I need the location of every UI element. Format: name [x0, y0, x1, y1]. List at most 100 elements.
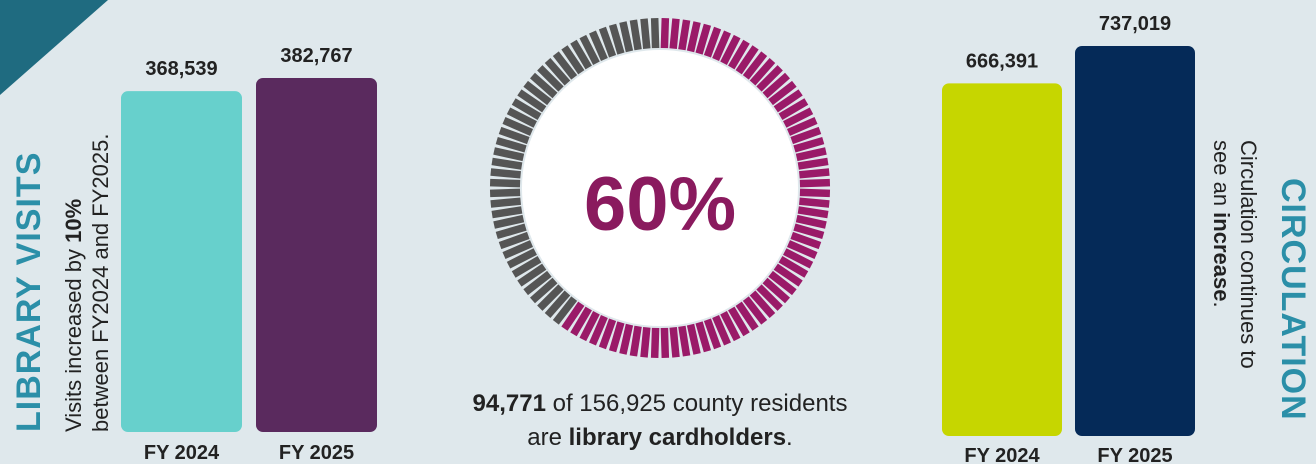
ring-segment-cardholder	[773, 263, 803, 287]
ring-segment-cardholder	[790, 231, 822, 250]
ring-segment-cardholder	[686, 21, 701, 53]
ring-segment-cardholder	[778, 98, 809, 120]
cardholder-caption-line1: 94,771 of 156,925 county residents	[472, 390, 848, 417]
ring-segment-cardholder	[712, 314, 731, 346]
ring-segment-cardholder	[703, 318, 722, 350]
cardholder-caption-line2: are library cardholders.	[527, 424, 793, 451]
circulation-title: CIRCULATION	[1274, 178, 1312, 421]
ring-segment-cardholder	[756, 284, 783, 311]
ring-segment-other	[530, 277, 558, 304]
ring-segment-other	[544, 290, 571, 318]
ring-segment-cardholder	[579, 311, 600, 342]
ring-segment-other	[530, 72, 558, 99]
ring-segment-cardholder	[793, 223, 825, 240]
library-visits-title: LIBRARY VISITS	[10, 151, 48, 432]
ring-segment-cardholder	[686, 323, 701, 355]
ring-segment-cardholder	[561, 301, 585, 331]
ring-segment-cardholder	[786, 117, 818, 136]
ring-segment-cardholder	[589, 314, 608, 346]
ring-segment-other	[506, 248, 537, 269]
circulation-value-label: 666,391	[966, 50, 1038, 72]
ring-segment-other	[489, 188, 521, 198]
visits-value-label: 382,767	[280, 45, 352, 67]
visits-bar-chart: 368,539 FY 2024 382,767 FY 2025	[121, 45, 377, 464]
ring-segment-other	[629, 19, 642, 51]
ring-segment-cardholder	[749, 58, 776, 86]
ring-segment-cardholder	[640, 327, 651, 358]
ring-segment-cardholder	[768, 270, 797, 296]
ring-segment-cardholder	[678, 19, 691, 51]
ring-segment-cardholder	[799, 188, 831, 198]
ring-segment-cardholder	[783, 248, 814, 269]
circulation-bar-fy2025	[1075, 46, 1195, 436]
ring-segment-cardholder	[762, 72, 790, 99]
ring-segment-cardholder	[695, 321, 712, 353]
ring-segment-other	[498, 231, 530, 250]
ring-segment-other	[493, 147, 525, 162]
visits-bar-fy2024	[121, 91, 242, 432]
ring-segment-other	[517, 263, 547, 287]
ring-segment-other	[489, 178, 521, 188]
ring-segment-cardholder	[570, 306, 592, 337]
ring-segment-other	[511, 98, 542, 120]
ring-segment-other	[552, 296, 578, 325]
ring-segment-cardholder	[720, 311, 741, 342]
ring-segment-cardholder	[795, 214, 827, 229]
ring-segment-cardholder	[786, 240, 818, 259]
ring-segment-cardholder	[728, 39, 750, 70]
ring-segment-cardholder	[790, 126, 822, 145]
ring-segment-cardholder	[669, 327, 680, 358]
ring-segment-cardholder	[669, 18, 680, 49]
ring-segment-other	[490, 168, 521, 179]
corner-accent	[0, 0, 108, 95]
ring-segment-other	[579, 34, 600, 65]
ring-segment-cardholder	[768, 80, 797, 106]
visits-category-label: FY 2024	[144, 442, 220, 464]
ring-segment-other	[491, 206, 523, 219]
ring-segment-cardholder	[728, 306, 750, 337]
ring-segment-other	[523, 270, 552, 296]
ring-segment-cardholder	[660, 17, 670, 49]
ring-segment-other	[544, 58, 571, 86]
ring-segment-cardholder	[678, 325, 691, 357]
circulation-category-label: FY 2025	[1097, 445, 1172, 464]
ring-segment-cardholder	[629, 325, 642, 357]
ring-segment-cardholder	[695, 23, 712, 55]
ring-segment-cardholder	[735, 301, 759, 331]
ring-segment-other	[650, 17, 660, 49]
circulation-value-label: 737,019	[1099, 13, 1171, 35]
ring-segment-other	[619, 21, 634, 53]
ring-segment-cardholder	[799, 178, 831, 188]
ring-segment-cardholder	[619, 323, 634, 355]
ring-segment-other	[523, 80, 552, 106]
ring-segment-cardholder	[778, 256, 809, 278]
ring-segment-other	[502, 117, 534, 136]
ring-segment-cardholder	[799, 197, 830, 208]
ring-segment-cardholder	[799, 168, 830, 179]
ring-segment-cardholder	[762, 277, 790, 304]
ring-segment-other	[517, 89, 547, 113]
ring-segment-other	[589, 30, 608, 62]
ring-segment-other	[537, 284, 564, 311]
ring-segment-cardholder	[742, 296, 768, 325]
ring-segment-other	[495, 223, 527, 240]
ring-segment-cardholder	[712, 30, 731, 62]
ring-segment-cardholder	[598, 318, 617, 350]
ring-segment-other	[498, 126, 530, 145]
ring-segment-cardholder	[795, 147, 827, 162]
ring-segment-other	[561, 45, 585, 75]
circulation-category-label: FY 2024	[964, 445, 1040, 464]
ring-segment-cardholder	[783, 107, 814, 128]
cardholder-percent-label: 60%	[584, 162, 736, 247]
ring-segment-cardholder	[749, 290, 776, 318]
ring-segment-cardholder	[773, 89, 803, 113]
visits-bar-fy2025	[256, 78, 377, 432]
ring-segment-cardholder	[720, 34, 741, 65]
ring-segment-other	[491, 157, 523, 170]
ring-segment-cardholder	[650, 327, 660, 359]
ring-segment-other	[511, 256, 542, 278]
library-visits-subtitle: Visits increased by 10% between FY2024 a…	[61, 133, 113, 432]
ring-segment-other	[570, 39, 592, 70]
ring-segment-cardholder	[793, 136, 825, 153]
